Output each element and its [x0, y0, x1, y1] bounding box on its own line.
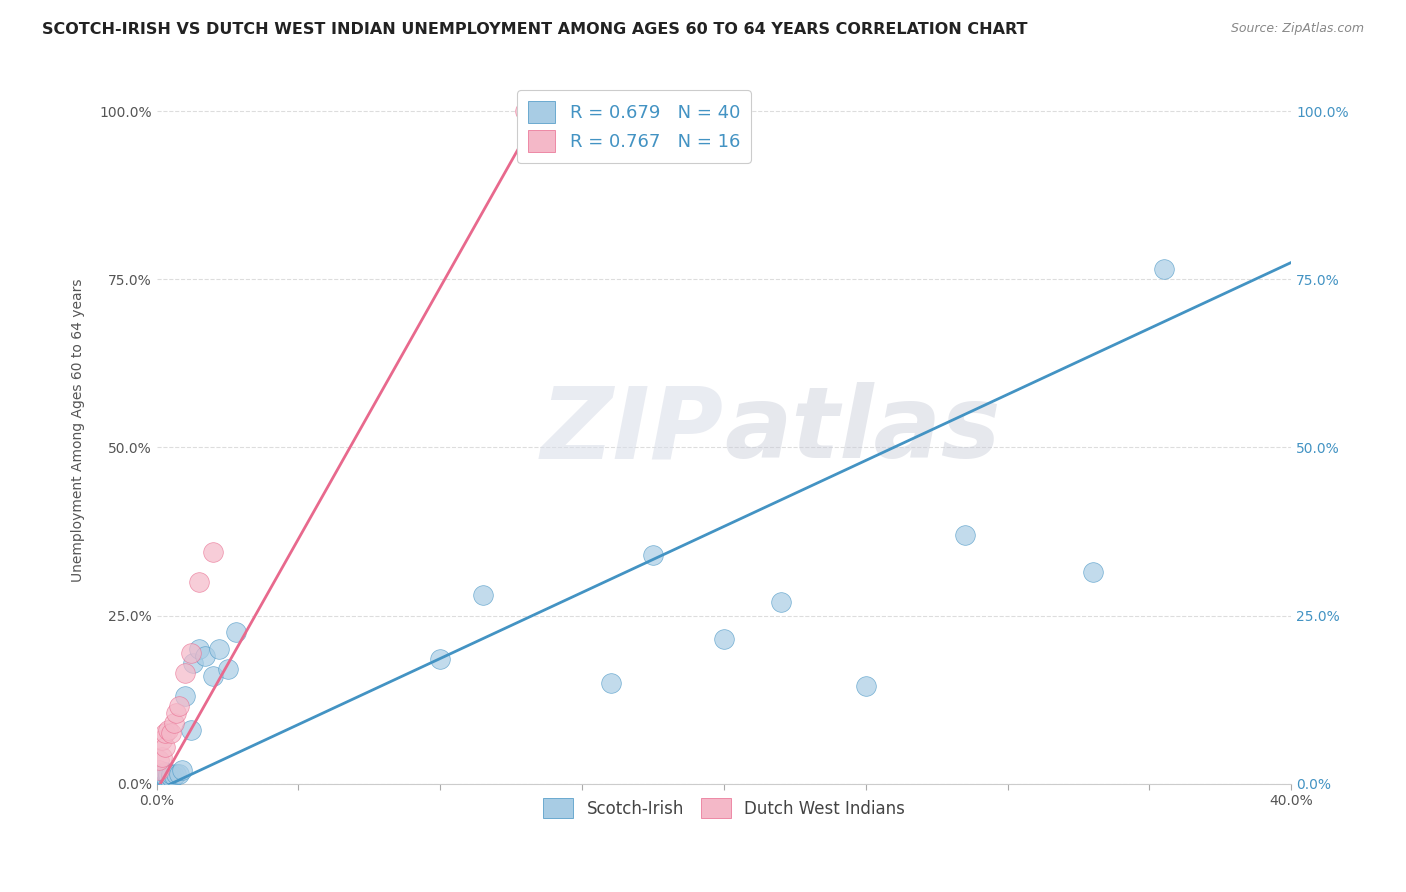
Point [150, 749, 173, 764]
Point [153, 772, 176, 786]
Point [150, 733, 173, 747]
Point [150, 773, 173, 788]
Point [162, 769, 184, 783]
Text: atlas: atlas [724, 382, 1001, 479]
Point [217, 662, 239, 676]
Point [169, 699, 191, 714]
Y-axis label: Unemployment Among Ages 60 to 64 years: Unemployment Among Ages 60 to 64 years [72, 279, 86, 582]
Point [180, 723, 202, 737]
Point [150, 769, 173, 783]
Point [148, 770, 170, 784]
Point [150, 770, 173, 784]
Point [148, 753, 170, 767]
Point [855, 679, 877, 693]
Point [174, 690, 197, 704]
Point [471, 588, 494, 602]
Point [166, 706, 188, 720]
Point [153, 770, 176, 784]
Text: SCOTCH-IRISH VS DUTCH WEST INDIAN UNEMPLOYMENT AMONG AGES 60 TO 64 YEARS CORRELA: SCOTCH-IRISH VS DUTCH WEST INDIAN UNEMPL… [42, 22, 1028, 37]
Point [202, 669, 225, 683]
Point [148, 772, 170, 786]
Point [159, 766, 181, 780]
Point [599, 676, 621, 690]
Point [153, 769, 176, 783]
Point [153, 764, 176, 779]
Point [159, 726, 181, 740]
Point [153, 726, 176, 740]
Point [162, 716, 184, 731]
Point [159, 770, 181, 784]
Point [156, 766, 179, 780]
Point [641, 548, 664, 562]
Point [148, 764, 170, 778]
Point [156, 723, 179, 737]
Text: Source: ZipAtlas.com: Source: ZipAtlas.com [1230, 22, 1364, 36]
Point [180, 646, 202, 660]
Point [208, 642, 231, 657]
Point [1153, 262, 1175, 277]
Point [188, 574, 211, 589]
Point [183, 656, 205, 670]
Point [172, 764, 194, 778]
Point [150, 772, 173, 786]
Point [953, 528, 976, 542]
Text: ZIP: ZIP [541, 382, 724, 479]
Point [169, 766, 191, 780]
Point [166, 766, 188, 780]
Point [713, 632, 735, 646]
Point [153, 739, 176, 754]
Point [515, 104, 537, 119]
Point [174, 665, 197, 680]
Point [202, 544, 225, 558]
Point [1081, 565, 1104, 579]
Point [148, 773, 170, 788]
Point [150, 766, 173, 780]
Point [148, 766, 170, 780]
Point [194, 648, 217, 663]
Point [225, 625, 247, 640]
Point [156, 770, 179, 784]
Point [429, 652, 451, 666]
Point [769, 595, 792, 609]
Point [188, 642, 211, 657]
Legend: Scotch-Irish, Dutch West Indians: Scotch-Irish, Dutch West Indians [537, 791, 911, 825]
